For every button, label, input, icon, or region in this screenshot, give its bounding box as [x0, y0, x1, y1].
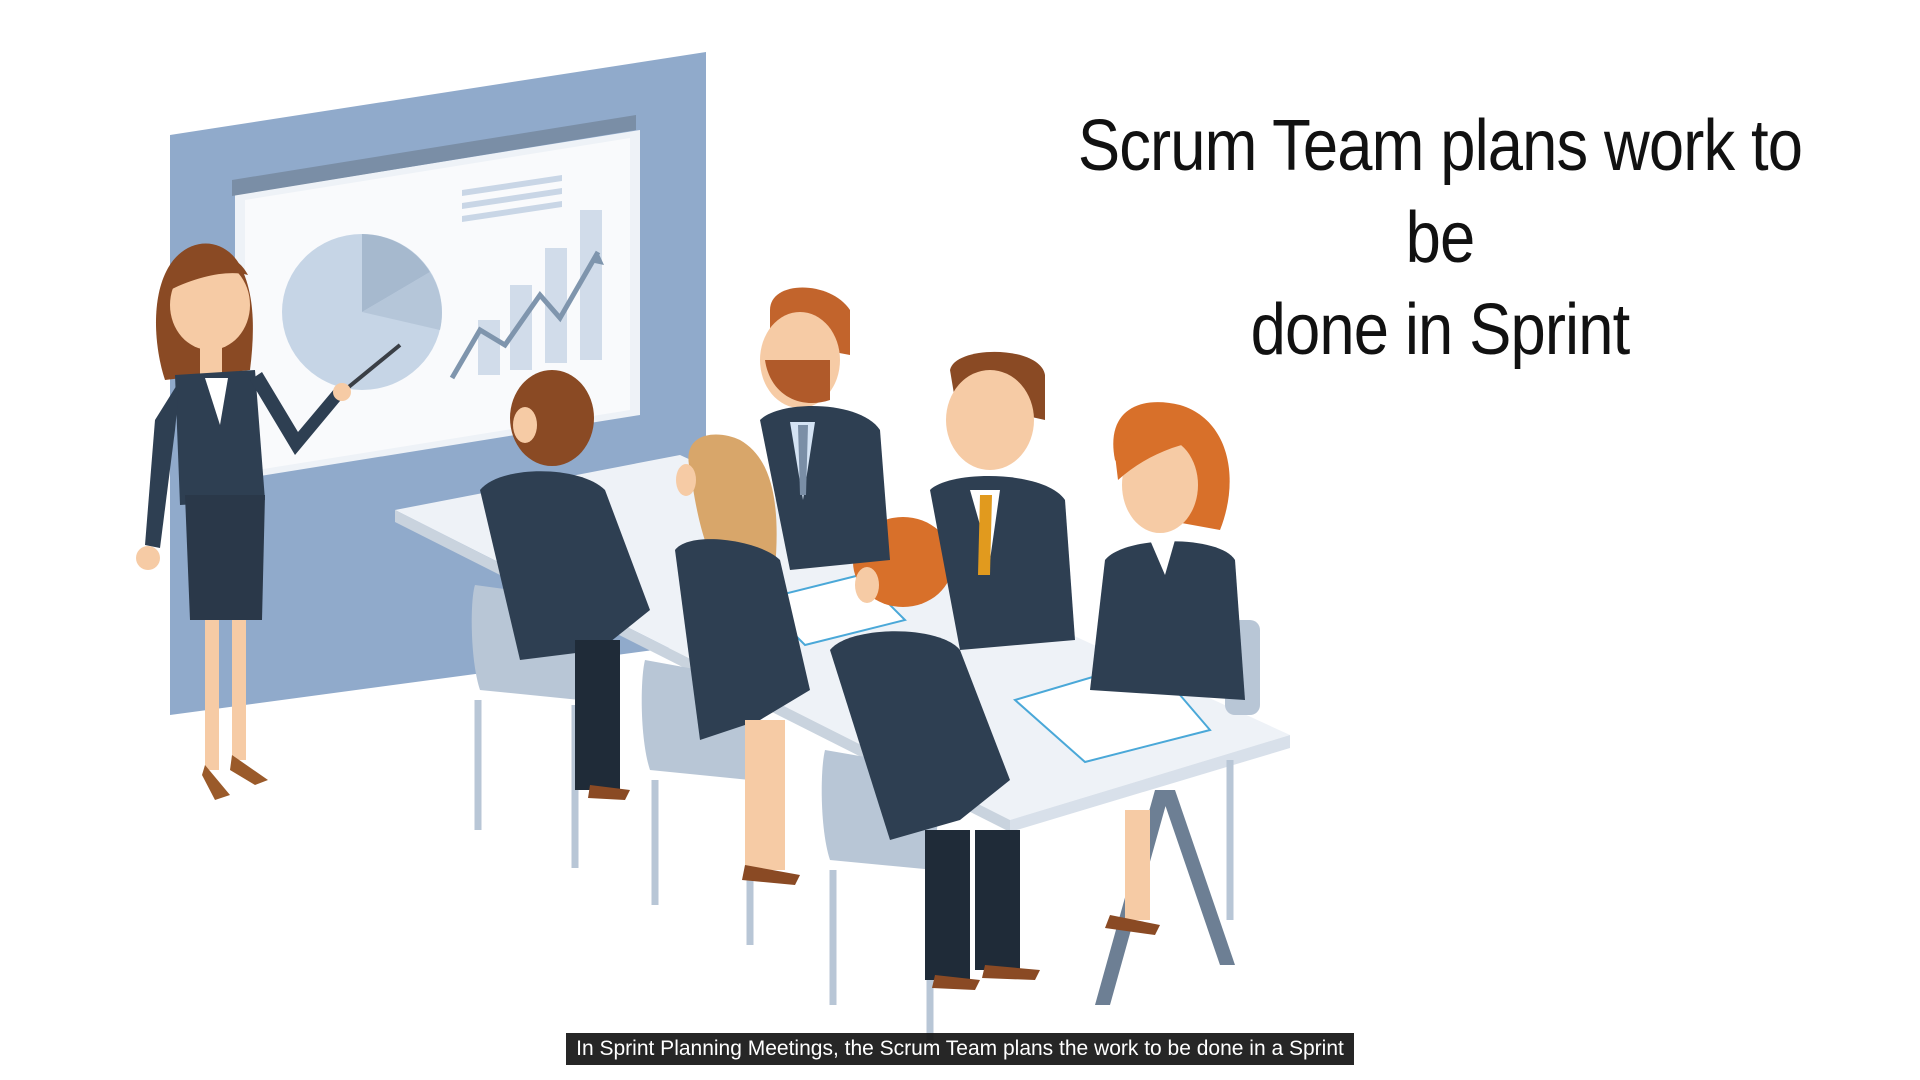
pie-chart-icon [282, 234, 442, 390]
team-member-back-blonde [675, 434, 810, 885]
subtitle-caption-text: In Sprint Planning Meetings, the Scrum T… [566, 1033, 1354, 1065]
bar-chart-icon [449, 210, 604, 380]
team-member-back-left [480, 370, 650, 800]
slide-title: Scrum Team plans work to be done in Spri… [1053, 100, 1827, 376]
subtitle-caption: In Sprint Planning Meetings, the Scrum T… [0, 1033, 1920, 1065]
team-member-back-curly [830, 517, 1040, 990]
team-member-orange-tie [930, 351, 1075, 650]
slide-title-line2: done in Sprint [1250, 290, 1631, 370]
slide-text-lines [462, 175, 562, 222]
team-member-orange-bob [1090, 402, 1245, 935]
presenter-figure [136, 243, 402, 800]
slide-title-line1: Scrum Team plans work to be [1077, 106, 1803, 278]
team-member-bearded [760, 287, 890, 570]
